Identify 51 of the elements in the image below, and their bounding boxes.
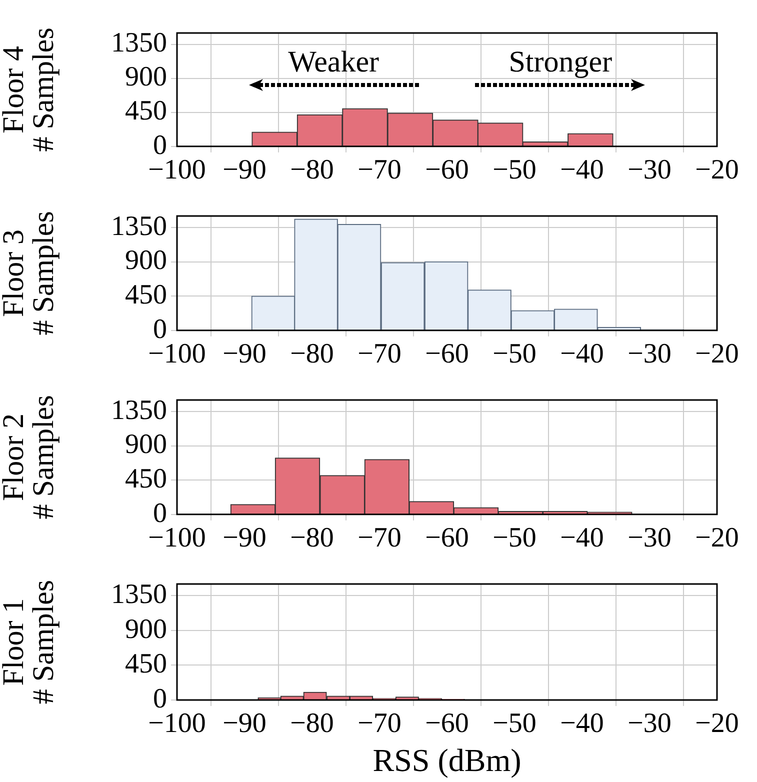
y-tick-label: 1350 (111, 28, 167, 59)
x-tick-label: −30 (628, 338, 672, 370)
x-tick-label: −30 (628, 154, 672, 186)
y-tick-label: 450 (125, 96, 167, 127)
x-tick-label: −60 (425, 154, 469, 186)
y-tick-label: 1350 (111, 394, 167, 426)
x-tick-label: −80 (290, 338, 334, 370)
x-tick-label: −40 (560, 522, 604, 554)
x-tick-label: −20 (695, 338, 739, 370)
y-tick-label: 450 (125, 463, 167, 494)
x-tick-label: −90 (222, 338, 266, 370)
x-tick-label: −20 (695, 708, 739, 740)
y-tick-label: 900 (125, 62, 167, 93)
y-tick-label: 900 (125, 429, 167, 460)
x-tick-label: −20 (695, 522, 739, 554)
annotation: Stronger (508, 46, 612, 79)
y-tick-label: 900 (125, 245, 167, 276)
x-tick-label: −90 (222, 154, 266, 186)
y-axis-title: Floor 1 # Samples (0, 580, 60, 704)
x-tick-label: −30 (628, 522, 672, 554)
x-tick-label: −80 (290, 522, 334, 554)
x-tick-label: −50 (492, 522, 536, 554)
y-axis-title: Floor 4 # Samples (0, 28, 60, 152)
x-tick-label: −90 (222, 522, 266, 554)
x-tick-label: −80 (290, 708, 334, 740)
x-tick-label: −80 (290, 154, 334, 186)
y-tick-label: 900 (125, 614, 167, 645)
x-tick-label: −20 (695, 154, 739, 186)
x-tick-label: −70 (358, 708, 402, 740)
y-tick-label: 1350 (111, 210, 167, 242)
x-tick-label: −60 (425, 522, 469, 554)
x-tick-label: −50 (492, 708, 536, 740)
annotation: Weaker (288, 46, 380, 79)
x-tick-label: −40 (560, 338, 604, 370)
y-axis-title: Floor 2 # Samples (0, 395, 60, 520)
y-tick-label: 450 (125, 648, 167, 680)
y-tick-label: 450 (125, 279, 167, 310)
x-tick-label: −50 (492, 338, 536, 370)
x-tick-label: −30 (628, 708, 672, 740)
x-tick-label: −50 (492, 154, 536, 186)
x-tick-label: −90 (222, 708, 266, 740)
y-tick-label: 1350 (111, 578, 167, 610)
x-tick-label: −70 (358, 338, 402, 370)
x-tick-label: −40 (560, 154, 604, 186)
x-tick-label: −40 (560, 708, 604, 740)
x-tick-label: −70 (358, 154, 402, 186)
x-tick-label: −60 (425, 338, 469, 370)
x-axis-title: RSS (dBm) (372, 742, 522, 778)
x-tick-label: −60 (425, 708, 469, 740)
y-axis-title: Floor 3 # Samples (0, 211, 60, 336)
x-tick-label: −70 (358, 522, 402, 554)
